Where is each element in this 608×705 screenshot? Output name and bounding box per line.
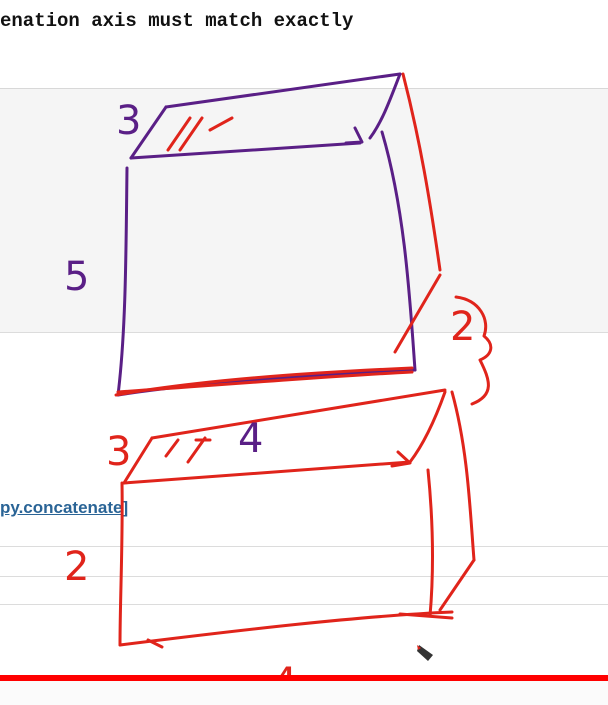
pen-cursor-icon	[417, 645, 433, 661]
combined-height-label: 2	[450, 304, 475, 350]
bottom-depth-label: 3	[106, 429, 131, 475]
section-heading: enation axis must match exactly	[0, 10, 354, 32]
cell-divider	[0, 332, 608, 333]
top-height-label: 5	[64, 254, 89, 300]
top-depth-label: 3	[116, 98, 141, 144]
video-progress-bar[interactable]	[0, 675, 608, 681]
bottom-height-label: 2	[64, 544, 89, 590]
table-rule	[0, 576, 608, 577]
numpy-concatenate-doc-link[interactable]: py.concatenate]	[0, 498, 129, 517]
red-annotation-strokes	[114, 72, 493, 649]
top-block-sketch	[116, 72, 417, 397]
player-strip	[0, 681, 608, 705]
top-width-label: 4	[238, 416, 263, 462]
table-rule	[0, 546, 608, 547]
table-rule	[0, 604, 608, 605]
notebook-cell-background	[0, 88, 608, 333]
